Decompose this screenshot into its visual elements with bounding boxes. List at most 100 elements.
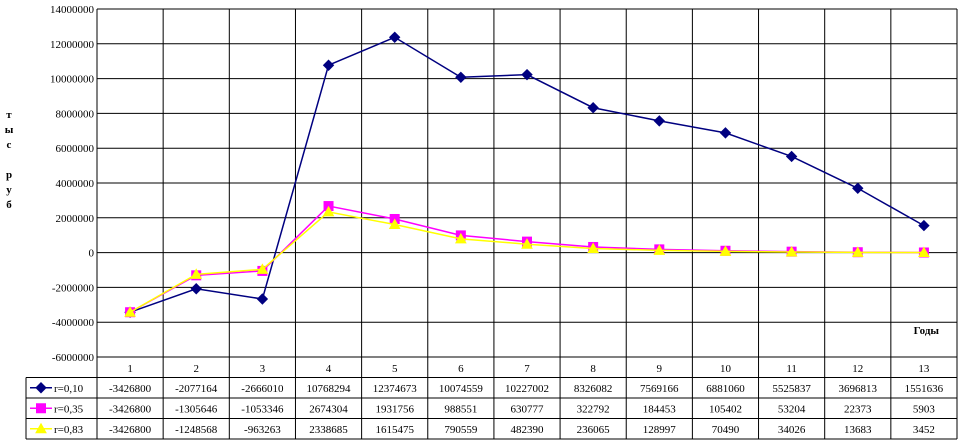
table-cell: 10768294	[307, 383, 352, 395]
table-cell: 236065	[577, 424, 611, 436]
x-tick-label: 9	[657, 363, 663, 375]
x-axis-label: Годы	[914, 325, 940, 337]
data-point	[653, 244, 666, 255]
table-cell: 12374673	[373, 383, 418, 395]
data-point	[719, 245, 732, 256]
data-point	[454, 232, 467, 244]
y-tick-label: 14000000	[50, 4, 95, 16]
grid	[96, 8, 958, 439]
x-tick-label: 5	[392, 363, 398, 375]
y-tick-label: 6000000	[56, 143, 95, 155]
table-cell: 1615475	[375, 424, 414, 436]
y-tick-label: -4000000	[52, 317, 95, 329]
table-cell: 5525837	[772, 383, 811, 395]
series-group	[124, 31, 930, 318]
data-point	[521, 68, 533, 81]
table-cell: 22373	[844, 403, 872, 415]
x-tick-label: 12	[852, 363, 863, 375]
table-cell: 34026	[778, 424, 806, 436]
data-point	[851, 246, 864, 257]
data-point	[785, 245, 798, 257]
table-cell: -3426800	[109, 383, 152, 395]
x-tick-label: 4	[326, 363, 332, 375]
y-axis-ticks: 14000000 12000000 10000000 8000000 6000000 40…	[50, 4, 95, 364]
table-cell: 482390	[511, 424, 545, 436]
data-point	[35, 422, 47, 434]
y-axis-label-char: т	[6, 109, 12, 121]
data-point	[36, 403, 46, 414]
series-2	[125, 201, 929, 318]
table-cell: 1551636	[905, 383, 944, 395]
y-tick-label: 10000000	[50, 74, 95, 86]
table-cell: 105402	[709, 403, 742, 415]
x-tick-label: 6	[458, 363, 464, 375]
table-cell: -963263	[244, 424, 281, 436]
y-tick-label: 2000000	[56, 213, 95, 225]
table-cell: 184453	[643, 403, 677, 415]
legend-item: r=0,10	[30, 382, 84, 395]
table-cell: -3426800	[109, 403, 152, 415]
legend-item: r=0,83	[30, 422, 84, 436]
x-tick-label: 7	[524, 363, 530, 375]
table-cell: 322792	[577, 403, 610, 415]
data-point	[455, 71, 467, 84]
data-point	[918, 246, 930, 258]
data-point	[256, 293, 269, 305]
y-axis-label-char: ы	[5, 124, 14, 136]
y-tick-label: 4000000	[56, 178, 95, 190]
x-tick-label: 11	[786, 363, 797, 375]
y-axis-label-char: с	[7, 139, 12, 151]
table-cell: 2674304	[309, 403, 348, 415]
table-cell: 2338685	[309, 424, 348, 436]
table-cell: 10074559	[439, 383, 484, 395]
data-point	[322, 59, 335, 71]
table-cell: 3696813	[839, 383, 878, 395]
data-point	[587, 242, 600, 253]
data-point	[719, 127, 732, 139]
data-point	[918, 219, 930, 232]
table-cell: 8326082	[574, 383, 613, 395]
y-axis-label-char: р	[6, 169, 12, 181]
legend-item: r=0,35	[30, 403, 84, 415]
y-axis-label-char: б	[6, 199, 12, 211]
y-tick-label: -6000000	[52, 352, 95, 364]
data-point	[256, 263, 269, 274]
series-3	[124, 205, 930, 317]
x-tick-label: 2	[193, 363, 199, 375]
table-cell: 10227002	[505, 383, 549, 395]
y-tick-label: -2000000	[52, 282, 95, 294]
y-axis-label-char: у	[6, 184, 12, 196]
table-cell: 53204	[778, 403, 806, 415]
data-point	[322, 205, 335, 217]
table-cell: -2666010	[241, 383, 284, 395]
legend-label: r=0,83	[54, 424, 84, 436]
table-cell: -1305646	[175, 403, 218, 415]
table-cell: -2077164	[175, 383, 218, 395]
data-table: 1 2 3 4 5 6 7 8 9 10 11 12 13r=0,10 -3426800 -2077164-…	[25, 356, 957, 440]
series-1	[124, 31, 930, 318]
table-cell: 6881060	[706, 383, 745, 395]
table-cell: 790559	[444, 424, 478, 436]
x-tick-label: 10	[720, 363, 732, 375]
data-point	[35, 382, 47, 394]
y-tick-label: 12000000	[50, 39, 95, 51]
table-cell: -3426800	[109, 424, 152, 436]
table-cell: 7569166	[640, 383, 679, 395]
data-point	[785, 150, 798, 163]
x-tick-label: 3	[260, 363, 266, 375]
x-tick-label: 8	[590, 363, 596, 375]
data-point	[190, 283, 202, 295]
table-cell: 70490	[712, 424, 740, 436]
data-point	[587, 102, 599, 114]
table-cell: 1931756	[375, 403, 414, 415]
table-cell: 5903	[913, 403, 936, 415]
data-point	[521, 238, 533, 249]
data-point	[124, 306, 136, 317]
y-tick-label: 0	[89, 248, 95, 260]
x-tick-label: 1	[127, 363, 133, 375]
table-cell: -1053346	[241, 403, 284, 415]
x-tick-label: 13	[918, 363, 930, 375]
legend-label: r=0,35	[54, 403, 84, 415]
data-point	[388, 31, 401, 43]
table-cell: 988551	[444, 403, 477, 415]
